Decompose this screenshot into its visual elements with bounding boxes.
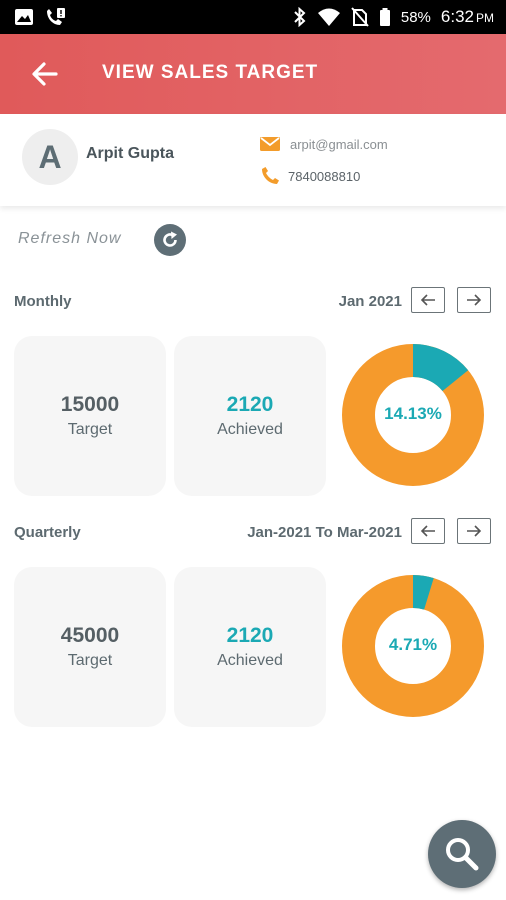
arrow-left-icon xyxy=(420,525,435,537)
arrow-left-icon xyxy=(420,294,435,306)
monthly-achieved-card: 2120 Achieved xyxy=(174,336,326,496)
app-bar: VIEW SALES TARGET xyxy=(0,34,506,114)
monthly-percent-label: 14.13% xyxy=(384,404,442,423)
monthly-next-button[interactable] xyxy=(457,287,491,313)
image-icon xyxy=(15,9,33,25)
clock: 6:32 PM xyxy=(441,7,494,27)
monthly-target-value: 15000 xyxy=(60,393,120,416)
wifi-icon xyxy=(317,8,340,26)
page-title: VIEW SALES TARGET xyxy=(102,62,319,83)
clock-ampm: PM xyxy=(476,11,494,25)
phone-text: 7840088810 xyxy=(288,169,361,184)
status-bar: 58% 6:32 PM xyxy=(0,0,506,34)
refresh-button[interactable] xyxy=(154,224,186,256)
battery-percent: 58% xyxy=(400,8,431,26)
refresh-now-link[interactable]: Refresh Now xyxy=(18,230,122,247)
quarterly-target-card: 45000 Target xyxy=(14,567,166,727)
clock-time: 6:32 xyxy=(440,7,474,26)
quarterly-progress-donut xyxy=(342,575,484,717)
quarterly-label: Quarterly xyxy=(14,524,81,541)
monthly-prev-button[interactable] xyxy=(411,287,445,313)
battery-icon xyxy=(379,8,390,26)
achieved-segment xyxy=(342,344,484,486)
quarterly-target-value: 45000 xyxy=(60,624,120,647)
email-icon xyxy=(260,137,280,151)
quarterly-period: Jan-2021 To Mar-2021 xyxy=(247,524,402,541)
monthly-achieved-label: Achieved xyxy=(217,421,283,438)
phone-alert-icon xyxy=(47,8,65,25)
avatar: A xyxy=(22,129,78,185)
refresh-icon xyxy=(163,231,177,247)
user-name: Arpit Gupta xyxy=(86,145,174,162)
monthly-label: Monthly xyxy=(14,293,72,310)
email-text: arpit@gmail.com xyxy=(290,137,388,152)
quarterly-target-label: Target xyxy=(67,652,113,669)
monthly-target-card: 15000 Target xyxy=(14,336,166,496)
profile-card: A Arpit Gupta arpit@gmail.com 7840088810 xyxy=(0,114,506,206)
quarterly-achieved-label: Achieved xyxy=(217,652,283,669)
phone-icon xyxy=(262,167,279,184)
arrow-right-icon xyxy=(467,525,482,537)
quarterly-next-button[interactable] xyxy=(457,518,491,544)
bluetooth-icon xyxy=(294,7,306,27)
monthly-achieved-value: 2120 xyxy=(226,393,274,416)
quarterly-prev-button[interactable] xyxy=(411,518,445,544)
monthly-period: Jan 2021 xyxy=(338,293,402,310)
monthly-progress-donut xyxy=(342,344,484,486)
achieved-segment xyxy=(342,575,484,717)
search-button[interactable] xyxy=(428,820,496,888)
search-icon xyxy=(446,838,479,871)
monthly-target-label: Target xyxy=(67,421,113,438)
quarterly-achieved-card: 2120 Achieved xyxy=(174,567,326,727)
quarterly-achieved-value: 2120 xyxy=(226,624,274,647)
no-sim-icon xyxy=(351,7,369,27)
quarterly-percent-label: 4.71% xyxy=(388,635,438,654)
arrow-left-icon[interactable] xyxy=(30,60,60,88)
arrow-right-icon xyxy=(467,294,482,306)
